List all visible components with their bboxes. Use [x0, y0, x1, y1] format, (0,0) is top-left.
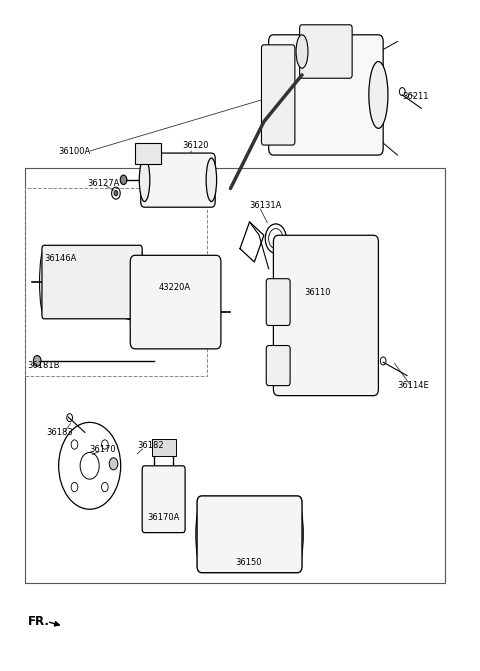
- Text: 36170: 36170: [90, 445, 116, 454]
- Text: 36100A: 36100A: [59, 147, 91, 156]
- FancyBboxPatch shape: [42, 246, 142, 319]
- Circle shape: [34, 356, 41, 366]
- FancyBboxPatch shape: [300, 25, 352, 79]
- Text: 36183: 36183: [47, 428, 73, 437]
- Text: FR.: FR.: [28, 615, 49, 628]
- FancyBboxPatch shape: [274, 236, 378, 396]
- Ellipse shape: [369, 62, 388, 128]
- FancyBboxPatch shape: [269, 35, 383, 155]
- Text: 36127A: 36127A: [87, 178, 120, 188]
- FancyBboxPatch shape: [130, 255, 221, 349]
- FancyBboxPatch shape: [266, 346, 290, 386]
- FancyBboxPatch shape: [141, 153, 215, 207]
- Text: 36150: 36150: [235, 558, 262, 567]
- Circle shape: [120, 175, 127, 185]
- Text: 36182: 36182: [137, 442, 164, 450]
- Text: 36131A: 36131A: [250, 201, 282, 210]
- Text: 36181B: 36181B: [28, 361, 60, 370]
- Ellipse shape: [296, 35, 308, 68]
- Ellipse shape: [266, 55, 290, 135]
- Bar: [25, 168, 445, 582]
- Ellipse shape: [139, 158, 150, 201]
- Bar: [25, 189, 206, 376]
- FancyBboxPatch shape: [266, 278, 290, 325]
- Text: 43220A: 43220A: [159, 283, 191, 292]
- Text: 36146A: 36146A: [44, 254, 77, 263]
- Text: 36170A: 36170A: [147, 513, 180, 522]
- Circle shape: [109, 458, 118, 470]
- Text: 36120: 36120: [183, 140, 209, 150]
- Text: 36211: 36211: [402, 93, 429, 101]
- FancyBboxPatch shape: [262, 45, 295, 145]
- Bar: [135, 143, 161, 164]
- Ellipse shape: [206, 158, 216, 201]
- Bar: [152, 439, 176, 456]
- Text: 36110: 36110: [304, 288, 331, 297]
- Text: 36114E: 36114E: [397, 381, 429, 390]
- FancyBboxPatch shape: [197, 496, 302, 573]
- Circle shape: [114, 191, 118, 196]
- FancyBboxPatch shape: [142, 466, 185, 533]
